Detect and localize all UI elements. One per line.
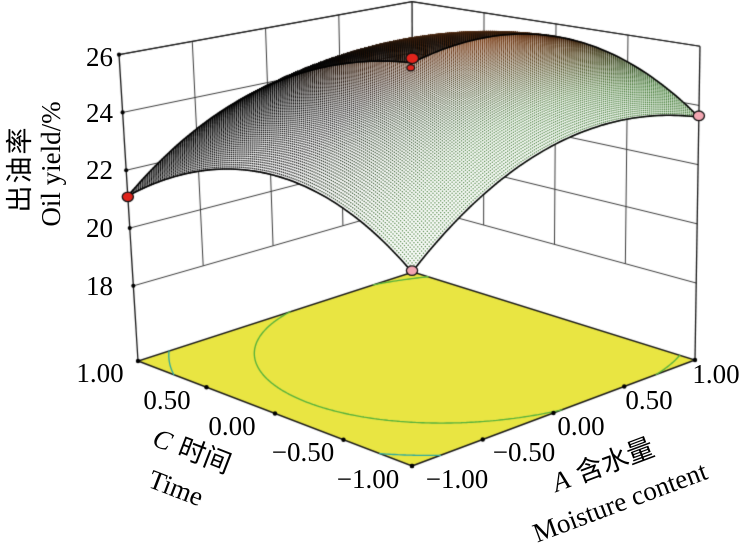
c-axis-tick-label-0.00: 0.00: [208, 411, 256, 441]
z-axis-title-zh: 出油率: [5, 125, 35, 213]
z-axis-tick-label-24: 24: [86, 98, 113, 128]
a-axis-var-letter: A: [547, 463, 574, 498]
z-axis-tick-label-18: 18: [86, 271, 113, 301]
c-axis-tick-label-1.00: 1.00: [76, 358, 124, 388]
z-axis-tick-label-20: 20: [86, 213, 113, 243]
z-axis-tick-label-22: 22: [86, 155, 113, 185]
a-axis-tick-label--0.50: −0.50: [492, 437, 556, 467]
a-axis-tick-label--1.00: −1.00: [425, 464, 489, 494]
a-axis-tick-label-0.50: 0.50: [625, 385, 673, 415]
a-axis-tick-label-1.00: 1.00: [692, 359, 740, 389]
c-axis-tick-label--0.50: −0.50: [271, 437, 335, 467]
z-axis-title-en: Oil yield/%: [36, 101, 66, 227]
c-axis-tick-label--1.00: −1.00: [336, 464, 400, 494]
a-axis-tick-label-0.00: 0.00: [557, 411, 605, 441]
c-axis-var-letter: C: [148, 422, 177, 457]
z-axis-tick-label-26: 26: [86, 42, 113, 72]
c-axis-tick-label-0.50: 0.50: [143, 385, 191, 415]
